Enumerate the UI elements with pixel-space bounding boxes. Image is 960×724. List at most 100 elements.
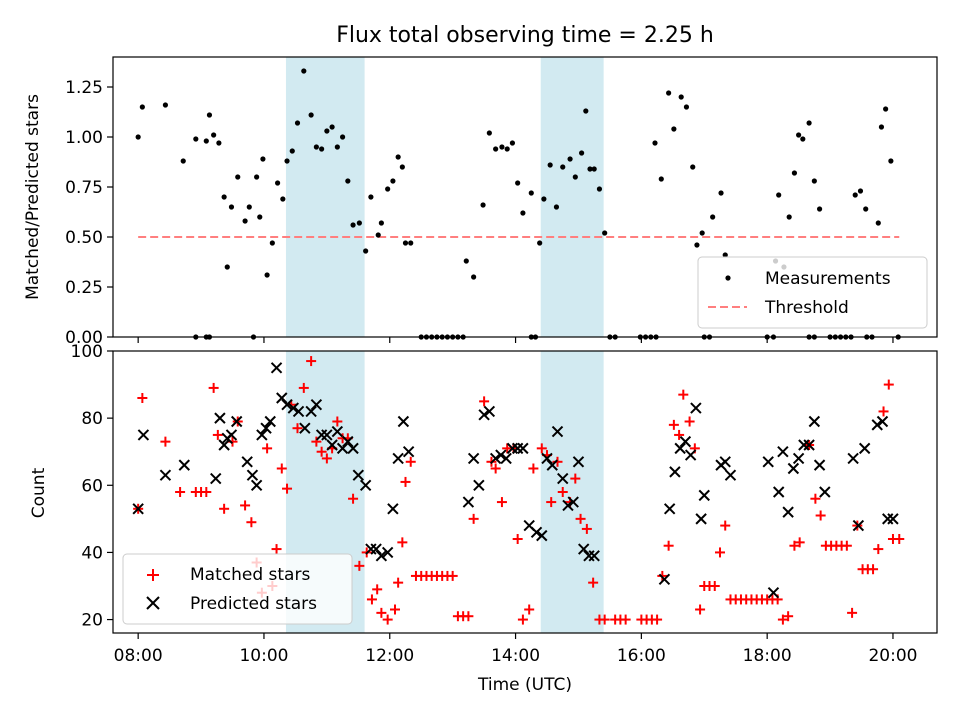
matched-star-point bbox=[570, 473, 581, 484]
predicted-star-mark bbox=[858, 442, 871, 455]
predicted-star-point bbox=[292, 405, 305, 418]
y-tick-label: 0.50 bbox=[65, 228, 103, 248]
matched-star-point bbox=[810, 493, 821, 504]
matched-star-point bbox=[321, 453, 332, 464]
legend-threshold-label: Threshold bbox=[764, 298, 849, 318]
matched-star-point bbox=[620, 614, 631, 625]
predicted-star-point bbox=[326, 439, 338, 451]
predicted-star-point bbox=[500, 452, 512, 465]
predicted-star-point bbox=[684, 449, 697, 461]
matched-star-point bbox=[390, 604, 401, 615]
predicted-star-mark bbox=[536, 529, 548, 542]
x-tick-label: 20:00 bbox=[868, 646, 917, 666]
measurement-point bbox=[666, 90, 672, 96]
predicted-star-mark bbox=[137, 429, 150, 441]
predicted-star-mark bbox=[225, 429, 238, 441]
predicted-star-mark bbox=[808, 415, 821, 428]
predicted-star-point bbox=[813, 459, 826, 471]
x-tick-label: 16:00 bbox=[617, 646, 666, 666]
matched-star-point bbox=[175, 487, 186, 497]
predicted-star-point bbox=[663, 503, 676, 515]
measurement-point bbox=[791, 170, 798, 176]
predicted-star-point bbox=[483, 405, 496, 418]
predicted-star-point bbox=[852, 519, 865, 532]
predicted-star-mark bbox=[551, 425, 564, 438]
measurement-point bbox=[242, 218, 248, 224]
top-axes-frame bbox=[112, 56, 938, 338]
y-tick-label: 60 bbox=[81, 476, 103, 496]
predicted-star-mark bbox=[467, 452, 480, 465]
predicted-star-point bbox=[214, 412, 226, 424]
measurement-point bbox=[671, 126, 677, 132]
measurement-point bbox=[139, 104, 145, 110]
predicted-star-mark bbox=[397, 415, 410, 428]
predicted-star-point bbox=[478, 409, 490, 421]
y-tick-label: 1.00 bbox=[65, 128, 103, 148]
matched-star-point bbox=[789, 540, 800, 551]
matched-star-point bbox=[847, 607, 858, 618]
matched-star-point bbox=[668, 419, 679, 430]
measurement-point bbox=[520, 210, 526, 216]
measurement-point bbox=[399, 164, 405, 170]
predicted-star-point bbox=[782, 506, 794, 518]
predicted-star-mark bbox=[669, 466, 681, 478]
predicted-star-mark bbox=[819, 486, 831, 498]
predicted-star-mark bbox=[483, 405, 496, 418]
measurement-point bbox=[260, 156, 266, 162]
measurement-point bbox=[493, 146, 499, 152]
measurement-point bbox=[547, 162, 553, 168]
predicted-star-point bbox=[402, 446, 415, 458]
matched-star-point bbox=[400, 476, 411, 487]
predicted-star-mark bbox=[767, 587, 780, 599]
matched-star-point bbox=[512, 534, 523, 544]
x-tick-label: 12:00 bbox=[365, 646, 414, 666]
measurement-point bbox=[583, 108, 589, 114]
measurement-point bbox=[515, 180, 521, 186]
predicted-star-point bbox=[762, 456, 774, 468]
predicted-star-point bbox=[370, 543, 382, 555]
predicted-star-mark bbox=[331, 425, 344, 438]
predicted-star-mark bbox=[523, 519, 535, 532]
matched-star-point bbox=[581, 523, 592, 534]
matched-star-point bbox=[714, 547, 725, 558]
matched-star-point bbox=[783, 611, 794, 622]
predicted-star-point bbox=[218, 439, 230, 451]
predicted-star-point bbox=[557, 472, 569, 485]
predicted-star-point bbox=[695, 513, 707, 525]
predicted-star-point bbox=[724, 469, 737, 481]
measurement-point bbox=[857, 188, 864, 194]
measurement-point bbox=[180, 158, 186, 164]
observing-window-shade bbox=[540, 57, 604, 337]
predicted-star-point bbox=[387, 503, 399, 515]
matched-star-point bbox=[447, 570, 458, 581]
measurement-point bbox=[683, 104, 690, 110]
predicted-star-point bbox=[276, 392, 288, 404]
predicted-star-point bbox=[578, 543, 590, 555]
predicted-star-mark bbox=[178, 459, 190, 471]
measurement-point bbox=[203, 138, 209, 144]
predicted-star-point bbox=[137, 429, 150, 441]
predicted-star-point bbox=[669, 466, 681, 478]
predicted-star-mark bbox=[264, 415, 276, 428]
predicted-star-point bbox=[530, 526, 543, 538]
predicted-star-mark bbox=[375, 550, 388, 562]
predicted-star-point bbox=[511, 442, 524, 455]
matched-star-point bbox=[212, 429, 223, 440]
bottom-y-ticks: 20 40 60 80 100 bbox=[71, 342, 113, 631]
measurement-point bbox=[224, 264, 230, 270]
predicted-star-point bbox=[698, 489, 710, 502]
predicted-star-point bbox=[321, 429, 333, 441]
measurement-point bbox=[193, 136, 199, 142]
matched-star-point bbox=[684, 416, 695, 427]
predicted-star-mark bbox=[517, 442, 529, 455]
measurement-point bbox=[710, 214, 716, 220]
measurement-point bbox=[800, 136, 806, 142]
measurement-point bbox=[408, 240, 414, 246]
measurement-point bbox=[852, 192, 858, 198]
measurement-point bbox=[228, 204, 235, 210]
measurement-point bbox=[878, 124, 885, 130]
matched-star-point bbox=[376, 607, 387, 618]
measurement-point bbox=[329, 124, 335, 130]
top-y-axis-label: Matched/Predicted stars bbox=[23, 94, 43, 300]
